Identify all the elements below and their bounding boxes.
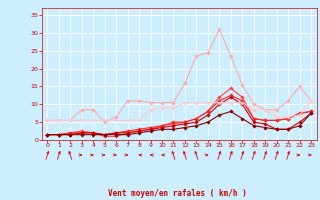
Text: Vent moyen/en rafales ( km/h ): Vent moyen/en rafales ( km/h ) — [108, 189, 247, 198]
